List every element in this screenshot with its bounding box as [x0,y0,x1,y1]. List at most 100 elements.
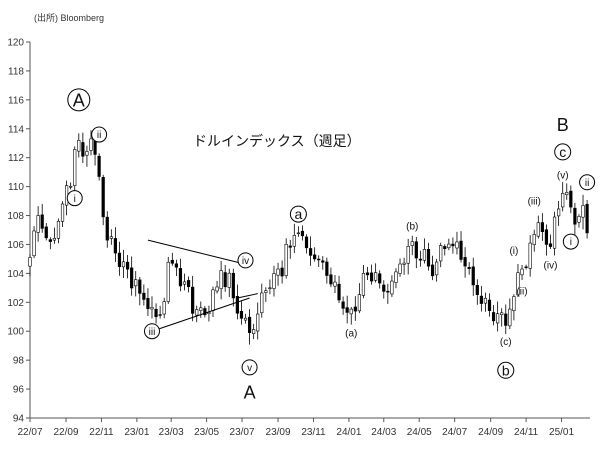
candle-body [561,192,565,208]
candlestick [223,264,227,292]
candlestick [52,227,56,244]
candle-body [483,297,488,304]
wave-label-text: i [74,194,76,205]
wave-label-circle [91,126,108,143]
candle-body [540,222,544,232]
candle-body [406,246,410,264]
candle-body [520,268,524,276]
candlestick [483,292,488,312]
candlestick [272,265,276,297]
candlestick [109,229,113,245]
wave-label: ii [579,174,596,191]
candle-body [357,294,361,312]
candlestick [215,280,219,294]
candle-body [471,266,475,286]
candlestick [150,296,154,319]
wave-label-circle [66,190,83,207]
candlestick [264,287,268,302]
candle-body [288,245,292,248]
wave-label: (ii) [516,286,527,297]
wave-label-text: (v) [557,171,569,182]
candlestick [288,239,292,259]
candlestick [341,296,345,315]
candlestick [536,215,540,239]
wave-label: v [241,359,258,376]
candle-body [467,266,471,269]
candle-body [333,281,337,287]
candlestick [390,275,394,297]
candlestick [512,294,516,321]
candlestick [231,268,235,307]
candle-body [426,249,431,267]
candlestick [479,285,483,312]
wave-annotations: AiiiiiiivvAa(a)(b)(c)b(i)(ii)(iii)(iv)(v… [66,88,596,402]
wave-label: (iii) [528,197,541,208]
candle-body [235,295,239,314]
candle-body [203,308,207,316]
candle-body [430,264,435,277]
candlestick [548,234,553,249]
candlestick [280,260,284,284]
candle-body [142,292,146,300]
candlestick [439,242,443,268]
candlestick [402,257,406,275]
wave-label: (c) [500,337,512,348]
wave-label-circle [554,143,572,161]
candle-body [28,257,32,267]
candlesticks [28,130,589,345]
candle-body [500,312,504,316]
y-tick-label: 114 [8,124,24,135]
wave-label-text: iv [242,256,249,267]
wave-label-text: (iii) [528,197,541,208]
candlestick [317,255,321,267]
candle-body [475,285,479,295]
y-tick-label: 118 [8,66,24,77]
candlestick [418,250,422,267]
candlestick [337,275,341,304]
wave-label-text: (c) [500,337,512,348]
candle-body [44,226,48,239]
candle-body [125,261,130,270]
candlestick [422,238,427,264]
candlestick [211,286,215,317]
candlestick [219,260,223,300]
candlestick [508,298,512,330]
candle-body [81,142,85,157]
candle-body [516,272,520,296]
candle-body [256,313,260,332]
candlestick [296,226,300,237]
candlestick [520,265,524,280]
candlestick [585,200,589,239]
candlestick [81,132,85,163]
candle-body [382,284,386,292]
candlestick [130,256,134,296]
y-tick-label: 112 [8,153,24,164]
candlestick [256,302,260,340]
candlestick [382,280,386,299]
candlestick [73,146,77,192]
candlestick [28,254,32,277]
candle-body [548,243,553,247]
x-tick-label: 24/05 [407,427,432,438]
candle-body [215,286,219,292]
x-tick-label: 22/11 [89,427,114,438]
candle-body [491,312,496,322]
candlestick [459,231,463,263]
x-tick-label: 24/07 [442,427,467,438]
candle-body [48,239,52,242]
candlestick [451,237,455,254]
candlestick [321,256,325,270]
y-tick-label: 110 [8,182,24,193]
candlestick [524,264,528,270]
wave-label: c [554,143,572,161]
candle-body [308,248,313,256]
candle-body [451,243,455,247]
candlestick [113,227,117,262]
wave-label-text: A [244,382,256,402]
candlestick [361,264,366,299]
candle-body [77,140,81,152]
candlestick [170,252,174,266]
candle-body [398,263,402,274]
candle-body [89,138,93,151]
